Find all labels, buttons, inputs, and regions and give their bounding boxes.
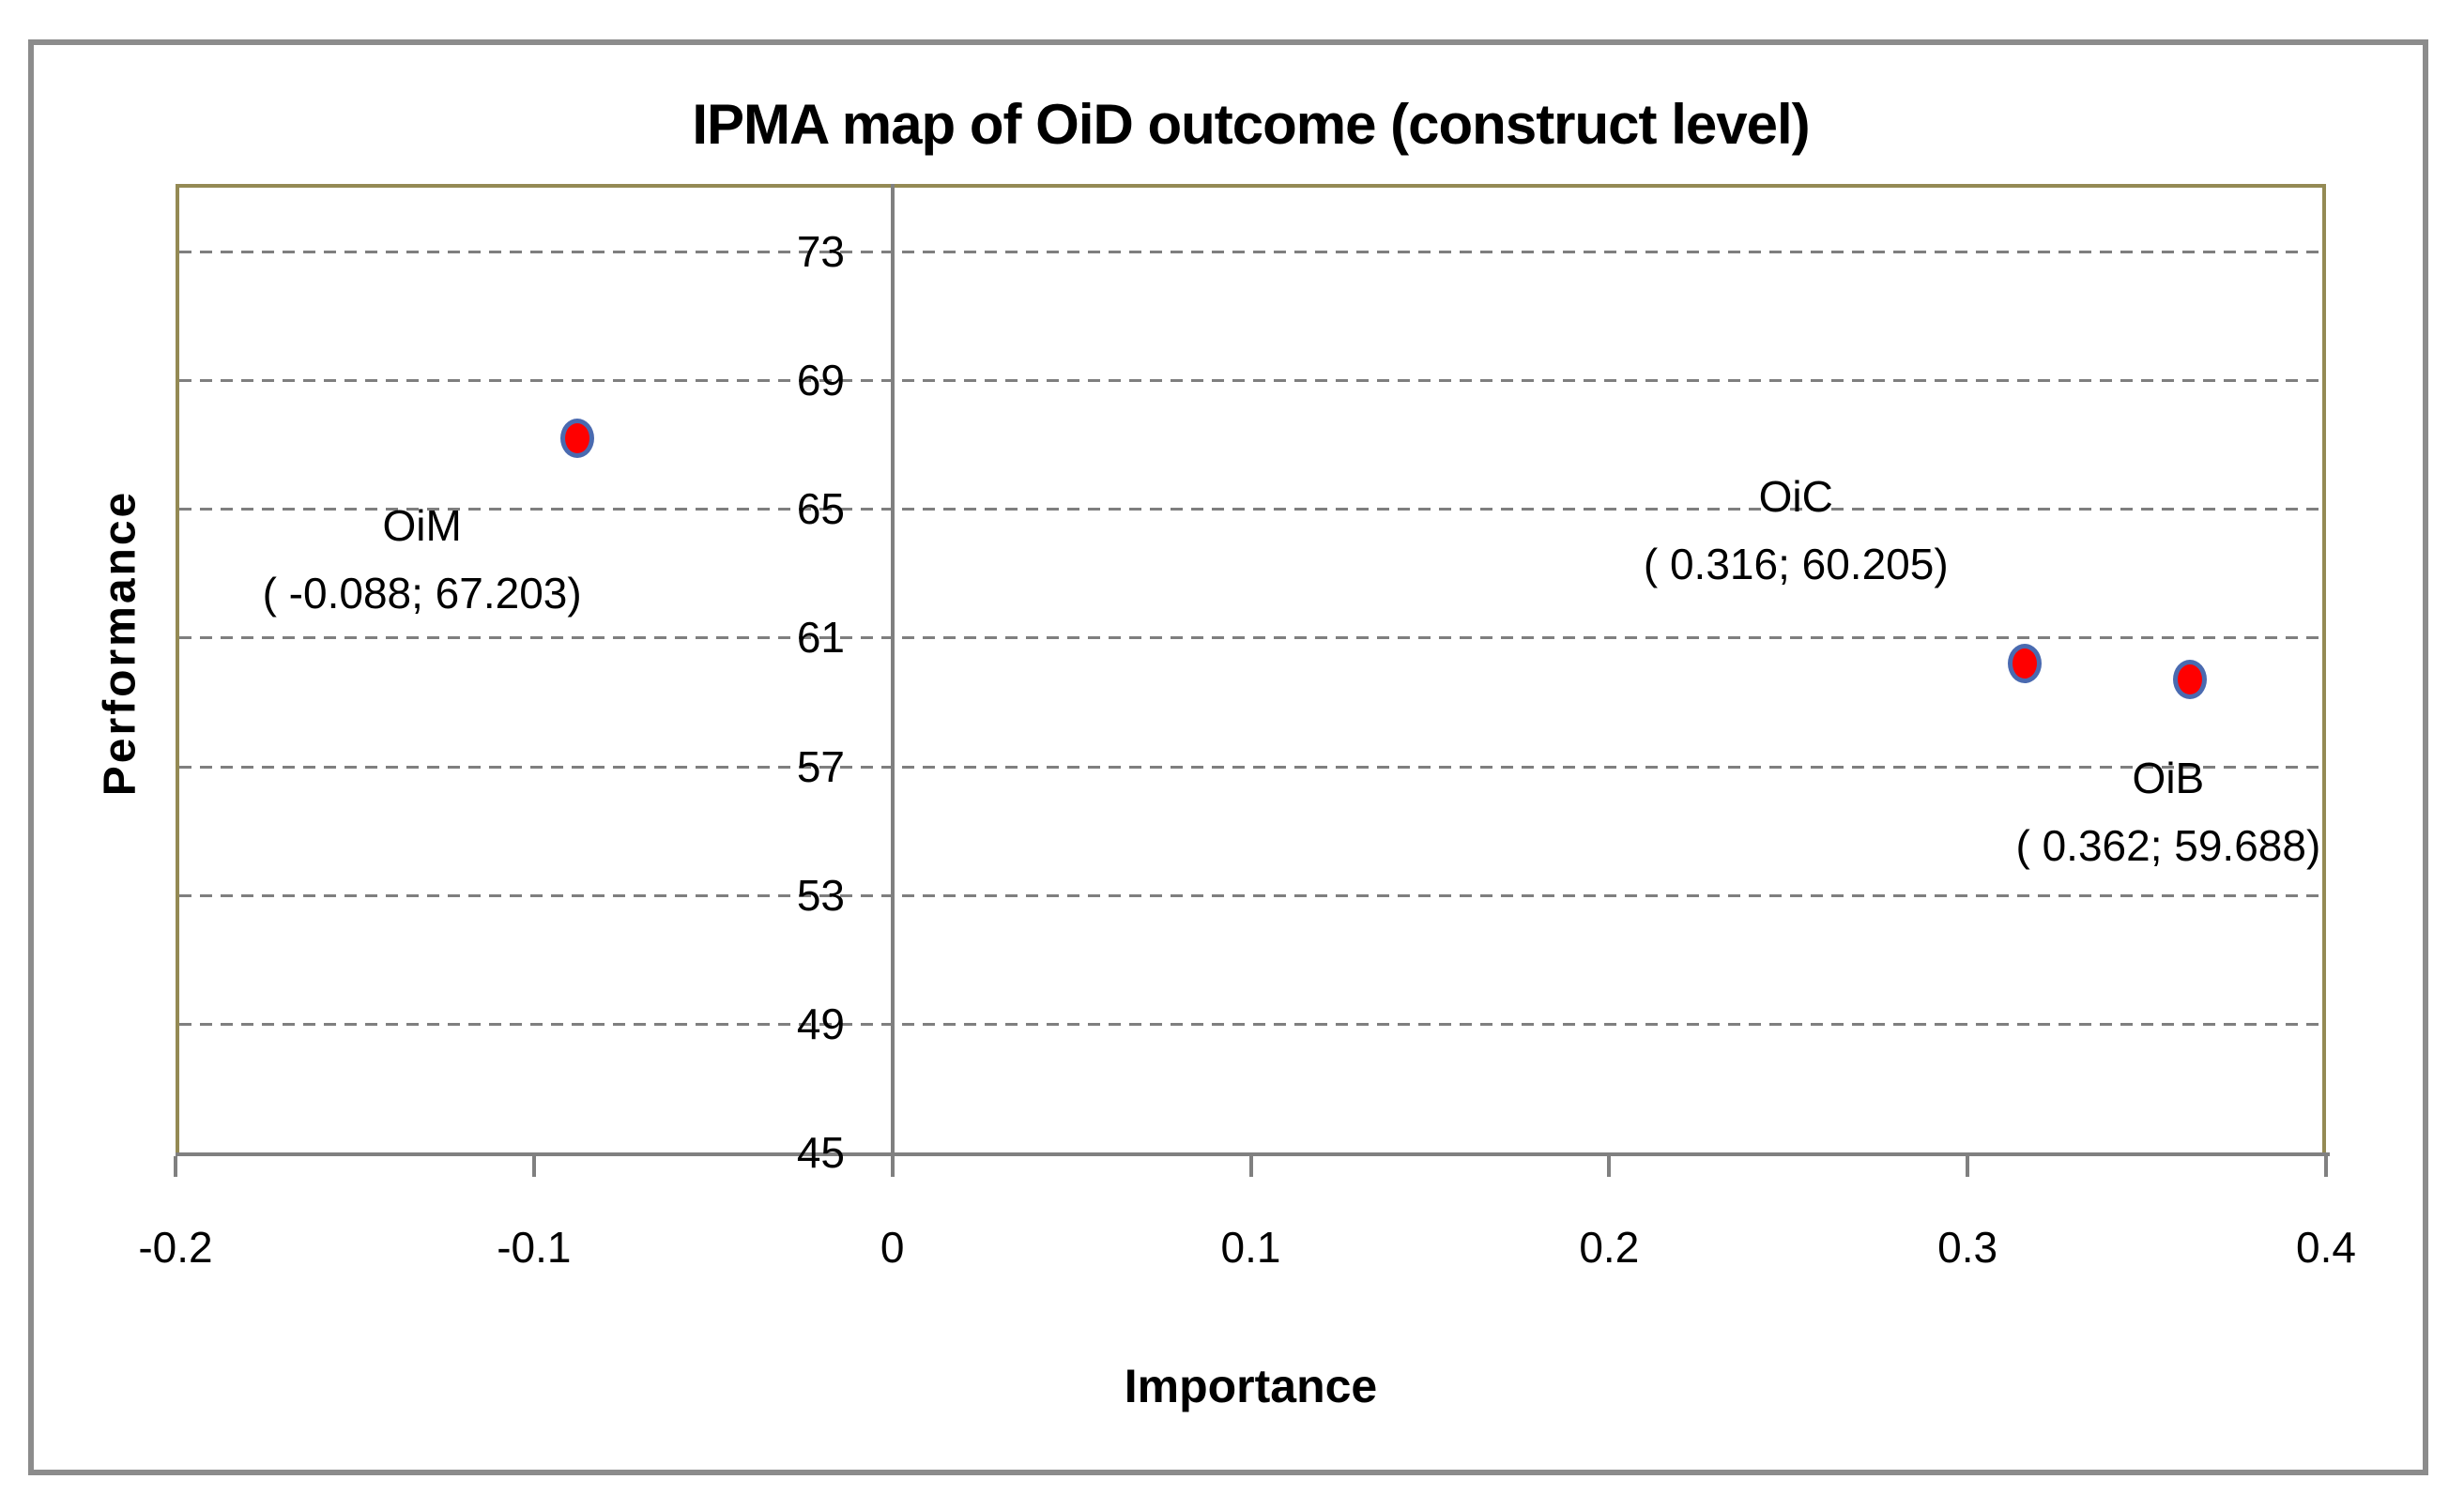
data-label-name: OiB xyxy=(2132,754,2205,803)
x-tick-label: 0.1 xyxy=(1220,1223,1281,1272)
gridline-y-57 xyxy=(179,765,2326,769)
gridline-y-53 xyxy=(179,893,2326,897)
data-label-coords: ( 0.362; 59.688) xyxy=(2015,821,2321,871)
x-tick-label: 0.2 xyxy=(1579,1223,1640,1272)
x-tick-mark xyxy=(1607,1156,1612,1177)
x-tick-mark xyxy=(174,1156,177,1177)
x-tick-mark xyxy=(531,1156,536,1177)
x-tick-mark xyxy=(1966,1156,1970,1177)
data-label-coords: ( -0.088; 67.203) xyxy=(262,568,582,618)
y-tick-label: 69 xyxy=(796,356,845,405)
gridline-y-49 xyxy=(179,1022,2326,1026)
y-tick-label: 57 xyxy=(796,741,845,791)
data-label-name: OiC xyxy=(1758,471,1833,521)
gridline-y-61 xyxy=(179,636,2326,640)
x-tick-mark xyxy=(2324,1156,2328,1177)
gridline-y-73 xyxy=(179,251,2326,253)
x-tick-label: -0.2 xyxy=(138,1223,213,1272)
data-point-OiB[interactable] xyxy=(2172,660,2207,700)
gridline-y-69 xyxy=(179,379,2326,383)
x-axis-line xyxy=(176,1152,2330,1156)
data-point-OiC[interactable] xyxy=(2008,643,2043,683)
data-label-OiM: OiM ( -0.088; 67.203) xyxy=(263,492,582,627)
x-tick-label: 0.4 xyxy=(2296,1223,2356,1272)
data-point-OiM[interactable] xyxy=(559,418,594,458)
plot-area xyxy=(176,184,2326,1152)
chart-title: IPMA map of OiD outcome (construct level… xyxy=(692,93,1810,156)
y-tick-label: 49 xyxy=(796,999,845,1048)
data-label-OiC: OiC ( 0.316; 60.205) xyxy=(1644,463,1949,598)
outer-frame xyxy=(28,39,2428,1475)
data-label-coords: ( 0.316; 60.205) xyxy=(1643,539,1949,588)
y-axis-line xyxy=(890,184,895,1152)
y-tick-label: 53 xyxy=(796,870,845,920)
y-tick-label: 45 xyxy=(796,1128,845,1177)
x-tick-label: 0 xyxy=(880,1223,905,1272)
y-axis-title: Performance xyxy=(95,489,145,797)
data-label-OiB: OiB ( 0.362; 59.688) xyxy=(2015,744,2320,879)
y-tick-label: 61 xyxy=(796,613,845,663)
data-label-name: OiM xyxy=(382,500,462,550)
x-tick-label: -0.1 xyxy=(497,1223,572,1272)
x-tick-mark xyxy=(890,1156,895,1177)
x-tick-mark xyxy=(1248,1156,1253,1177)
x-axis-title: Importance xyxy=(1124,1360,1378,1412)
gridline-y-65 xyxy=(179,508,2326,511)
x-tick-label: 0.3 xyxy=(1937,1223,1998,1272)
y-tick-label: 65 xyxy=(796,484,845,534)
y-tick-label: 73 xyxy=(796,227,845,276)
